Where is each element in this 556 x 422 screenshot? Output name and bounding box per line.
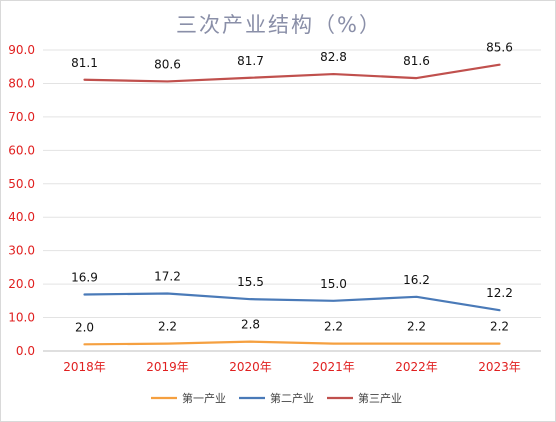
data-label: 2.8 xyxy=(241,318,260,332)
series-line xyxy=(83,340,501,346)
y-tick-label: 80.0 xyxy=(8,76,35,90)
chart-title: 三次产业结构（%） xyxy=(176,13,382,37)
y-tick-label: 20.0 xyxy=(8,277,35,291)
data-label: 12.2 xyxy=(486,286,513,300)
data-label: 2.0 xyxy=(75,320,94,334)
y-tick-label: 50.0 xyxy=(8,177,35,191)
y-tick-label: 70.0 xyxy=(8,110,35,124)
data-label: 16.2 xyxy=(403,273,430,287)
data-label: 16.9 xyxy=(71,270,98,284)
legend-label: 第一产业 xyxy=(182,391,226,405)
data-label: 15.5 xyxy=(237,275,264,289)
data-label: 2.2 xyxy=(158,320,177,334)
legend-label: 第三产业 xyxy=(358,391,402,405)
series-line xyxy=(83,63,501,83)
y-tick-label: 90.0 xyxy=(8,43,35,57)
x-tick-label: 2022年 xyxy=(395,360,438,374)
data-label: 81.6 xyxy=(403,54,430,68)
x-tick-label: 2019年 xyxy=(146,360,189,374)
data-label: 2.2 xyxy=(407,320,426,334)
legend-label: 第二产业 xyxy=(270,391,314,405)
y-tick-label: 10.0 xyxy=(8,311,35,325)
data-label: 17.2 xyxy=(154,269,181,283)
x-axis-ticks: 2018年 2019年 2020年 2021年 2022年 2023年 xyxy=(63,360,521,374)
y-tick-label: 0.0 xyxy=(16,344,35,358)
data-label: 82.8 xyxy=(320,50,347,64)
series-lines xyxy=(83,63,501,346)
y-tick-label: 30.0 xyxy=(8,244,35,258)
gridlines xyxy=(43,49,541,352)
data-label: 15.0 xyxy=(320,277,347,291)
x-tick-label: 2021年 xyxy=(312,360,355,374)
series-line xyxy=(83,292,501,312)
y-axis-ticks: 0.0 10.0 20.0 30.0 40.0 50.0 60.0 70.0 80.0 90.0 xyxy=(8,43,35,358)
x-tick-label: 2020年 xyxy=(229,360,272,374)
y-tick-label: 40.0 xyxy=(8,210,35,224)
data-label: 80.6 xyxy=(154,57,181,71)
y-tick-label: 60.0 xyxy=(8,143,35,157)
data-label: 2.2 xyxy=(490,320,509,334)
data-label: 81.1 xyxy=(71,56,98,70)
data-label: 85.6 xyxy=(486,41,513,55)
x-tick-label: 2023年 xyxy=(478,360,521,374)
data-label: 81.7 xyxy=(237,54,264,68)
x-tick-label: 2018年 xyxy=(63,360,106,374)
data-label: 2.2 xyxy=(324,320,343,334)
legend: 第一产业 第二产业 第三产业 xyxy=(151,391,402,405)
data-labels: 2.0 2.2 2.8 2.2 2.2 2.2 16.9 17.2 15.5 15.0 16.2 12… xyxy=(71,41,513,335)
